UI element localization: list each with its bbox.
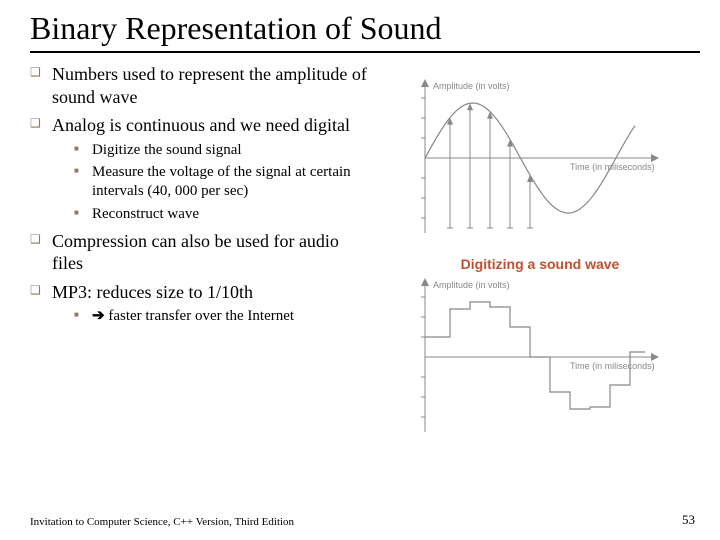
diagram-column: Amplitude (in volts) Time (in miliseconds… xyxy=(380,63,700,447)
arrow-icon xyxy=(92,308,108,324)
svg-text:Time (in miliseconds): Time (in miliseconds) xyxy=(570,361,655,371)
bullet-4: MP3: reduces size to 1/10th faster trans… xyxy=(30,281,370,326)
bullet-2-sub-3: Reconstruct wave xyxy=(52,205,370,224)
bullet-column: Numbers used to represent the amplitude … xyxy=(30,63,370,447)
content-row: Numbers used to represent the amplitude … xyxy=(30,63,700,447)
bullet-2: Analog is continuous and we need digital… xyxy=(30,114,370,224)
page-number: 53 xyxy=(682,512,695,528)
svg-text:Amplitude (in volts): Amplitude (in volts) xyxy=(433,280,510,290)
diagram-caption: Digitizing a sound wave xyxy=(380,256,700,272)
footer-citation: Invitation to Computer Science, C++ Vers… xyxy=(30,516,294,528)
bullet-4-sub-1-text: faster transfer over the Internet xyxy=(108,308,294,324)
bullet-1: Numbers used to represent the amplitude … xyxy=(30,63,370,108)
bullet-4-sub-1: faster transfer over the Internet xyxy=(52,307,370,326)
bullet-2-text: Analog is continuous and we need digital xyxy=(52,115,350,135)
bullet-4-text: MP3: reduces size to 1/10th xyxy=(52,282,253,302)
bullet-3: Compression can also be used for audio f… xyxy=(30,230,370,275)
digital-wave-chart: Amplitude (in volts) Time (in miliseconds… xyxy=(380,272,700,447)
bullet-2-sub-1: Digitize the sound signal xyxy=(52,141,370,160)
svg-text:Time (in miliseconds): Time (in miliseconds) xyxy=(570,162,655,172)
slide-title: Binary Representation of Sound xyxy=(30,10,700,53)
analog-wave-chart: Amplitude (in volts) Time (in miliseconds… xyxy=(380,73,700,248)
bullet-2-sub-2: Measure the voltage of the signal at cer… xyxy=(52,163,370,201)
svg-text:Amplitude (in volts): Amplitude (in volts) xyxy=(433,81,510,91)
